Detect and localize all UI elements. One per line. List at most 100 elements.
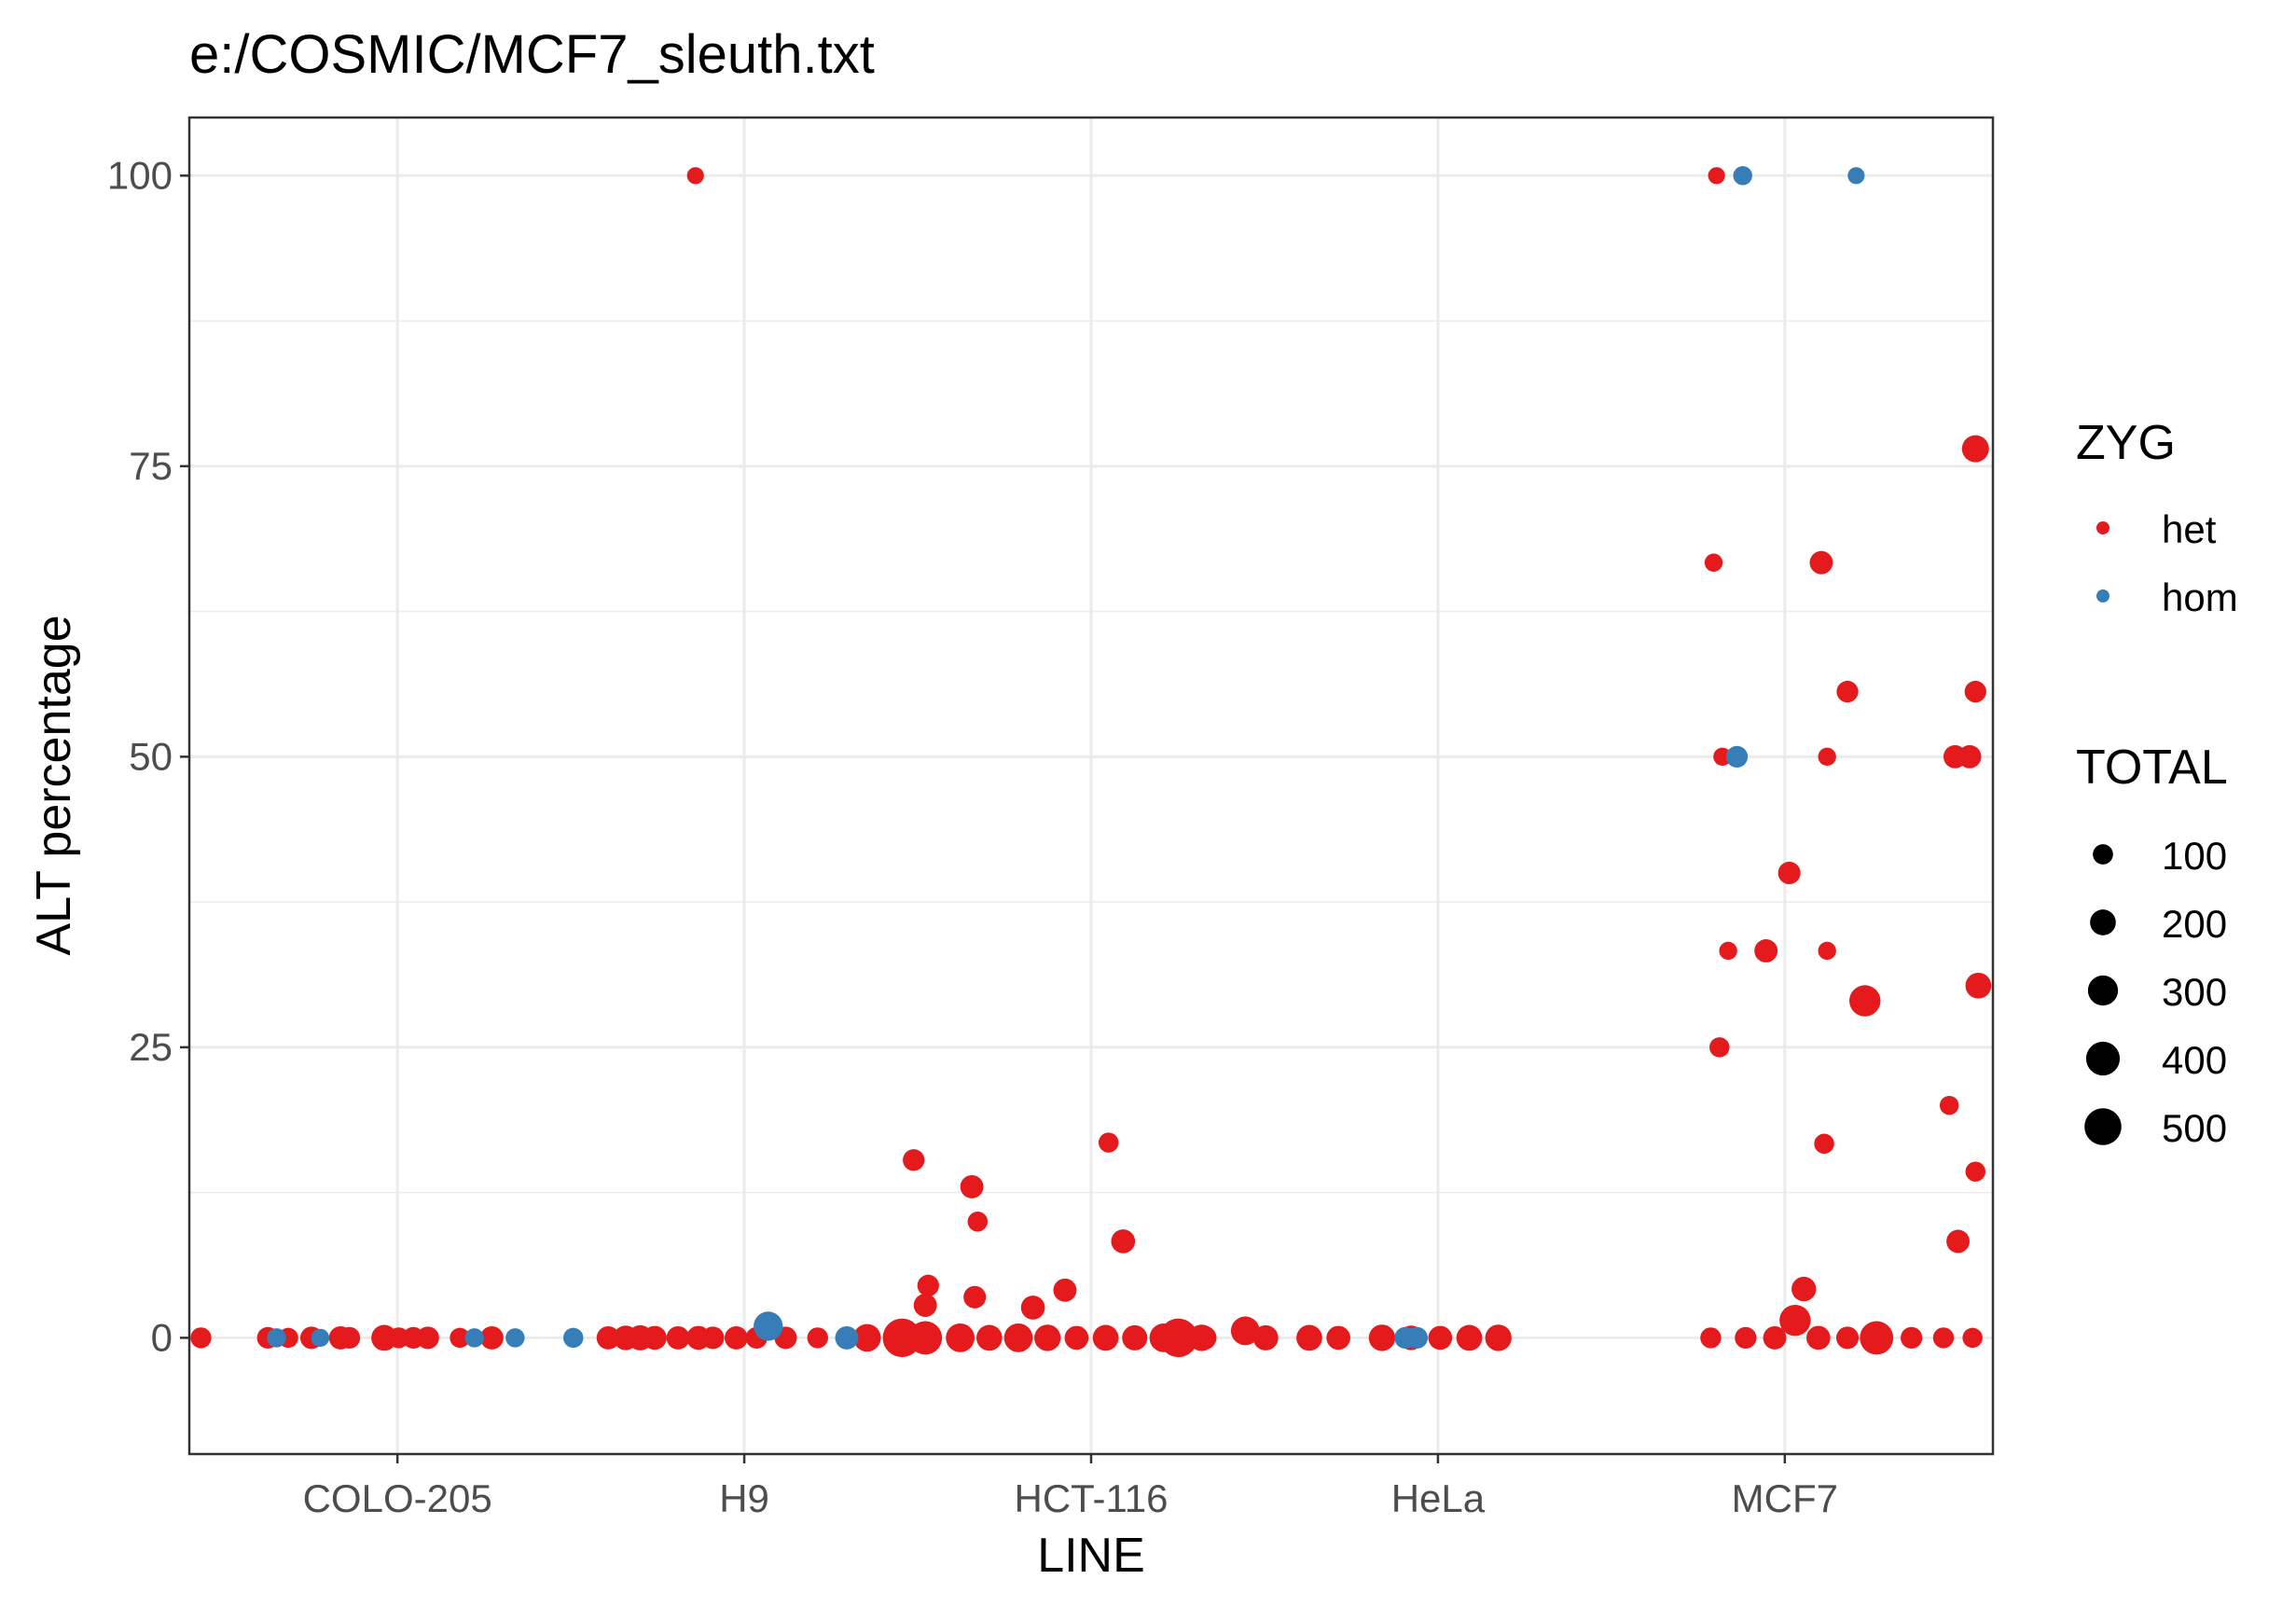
data-point-hom xyxy=(464,1328,484,1348)
data-point-het xyxy=(1368,1324,1396,1351)
data-point-het xyxy=(1946,1229,1971,1254)
data-point-hom xyxy=(505,1328,525,1348)
data-point-het xyxy=(1034,1324,1061,1351)
data-point-het xyxy=(1957,744,1982,769)
data-point-het xyxy=(596,1325,620,1350)
y-tick-label: 25 xyxy=(129,1025,173,1069)
data-point-het xyxy=(388,1327,409,1349)
data-point-het xyxy=(724,1325,748,1350)
data-point-het xyxy=(190,1327,212,1349)
data-point-het xyxy=(1849,985,1881,1017)
data-point-het xyxy=(686,167,704,185)
data-point-het xyxy=(1860,1321,1894,1355)
data-point-het xyxy=(853,1323,881,1352)
legend-color-title: ZYG xyxy=(2076,416,2176,470)
data-point-hom xyxy=(311,1328,330,1348)
data-point-het xyxy=(1003,1323,1033,1352)
data-point-het xyxy=(643,1325,667,1351)
data-point-het xyxy=(967,1212,989,1232)
y-axis-title: ALT percentage xyxy=(27,615,81,955)
points-layer xyxy=(190,166,1992,1358)
data-point-het xyxy=(701,1326,725,1350)
data-point-het xyxy=(903,1149,925,1171)
data-point-het xyxy=(1818,941,1836,961)
data-point-hom xyxy=(754,1311,783,1341)
data-point-het xyxy=(1704,553,1723,572)
data-point-het xyxy=(1763,1325,1787,1350)
data-point-hom xyxy=(1847,167,1865,185)
y-tick-label: 75 xyxy=(129,444,173,488)
x-tick-label: H9 xyxy=(719,1476,769,1520)
data-point-het xyxy=(1901,1326,1923,1350)
x-tick-label: HCT-116 xyxy=(1015,1476,1169,1520)
legend-size-key xyxy=(2093,844,2113,865)
data-point-het xyxy=(1326,1325,1350,1351)
data-point-het xyxy=(1939,1095,1959,1115)
x-tick-label: COLO-205 xyxy=(303,1476,492,1520)
axis-layer: 0 25 50 75 100 COLO-205 H9 HCT-116 HeLa MCF7 xyxy=(107,153,1838,1520)
y-tick-label: 0 xyxy=(151,1315,173,1359)
data-point-het xyxy=(1252,1324,1279,1351)
data-point-het xyxy=(1709,1037,1730,1058)
data-point-het xyxy=(1818,747,1836,767)
data-point-het xyxy=(1456,1324,1483,1351)
data-point-het xyxy=(1791,1276,1817,1302)
data-point-het xyxy=(1485,1324,1512,1351)
data-point-het xyxy=(1122,1324,1148,1351)
x-tick-label: MCF7 xyxy=(1732,1476,1838,1520)
data-point-het xyxy=(908,1321,943,1355)
data-point-het xyxy=(416,1326,439,1350)
legend-color-label: hom xyxy=(2162,575,2238,619)
data-point-het xyxy=(1064,1325,1089,1351)
legend-color-label: het xyxy=(2162,507,2217,551)
data-point-het xyxy=(1111,1229,1136,1254)
data-point-het xyxy=(1806,1325,1831,1351)
legend-size-key xyxy=(2085,1041,2121,1076)
data-point-het xyxy=(479,1325,504,1350)
data-point-hom xyxy=(267,1328,286,1348)
legend-size-label: 100 xyxy=(2162,834,2227,878)
x-axis-title: LINE xyxy=(1037,1529,1145,1583)
data-point-het xyxy=(1965,1161,1986,1182)
data-point-het xyxy=(913,1294,937,1317)
chart-title: e:/COSMIC/MCF7_sleuth.txt xyxy=(189,24,875,85)
data-point-het xyxy=(1777,861,1801,885)
data-point-hom xyxy=(563,1327,584,1349)
data-point-het xyxy=(1092,1324,1119,1351)
data-point-het xyxy=(1700,1327,1722,1349)
data-point-het xyxy=(960,1174,984,1198)
data-point-het xyxy=(1961,435,1989,463)
y-tick-label: 50 xyxy=(129,734,173,778)
legend-color-key xyxy=(2096,589,2109,603)
legend-size-key xyxy=(2084,1108,2122,1145)
legend-size-label: 400 xyxy=(2162,1038,2227,1082)
y-tick-label: 100 xyxy=(107,153,173,197)
legend-size-title: TOTAL xyxy=(2076,741,2228,795)
legend-color-key xyxy=(2096,521,2109,534)
legend-size-key xyxy=(2090,909,2116,935)
data-point-het xyxy=(666,1325,690,1350)
legend-size-label: 300 xyxy=(2162,970,2227,1014)
data-point-het xyxy=(917,1274,939,1296)
data-point-hom xyxy=(835,1325,859,1350)
legend: ZYG TOTAL het hom 100 200 300 400 500 xyxy=(2076,416,2238,1150)
x-tick-label: HeLa xyxy=(1391,1476,1486,1520)
data-point-het xyxy=(1962,1327,1983,1349)
data-point-hom xyxy=(1405,1326,1429,1350)
data-point-het xyxy=(1809,550,1833,575)
data-point-het xyxy=(963,1285,987,1309)
data-point-het xyxy=(1836,680,1859,703)
data-point-het xyxy=(1719,941,1737,961)
data-point-het xyxy=(1835,1326,1860,1350)
data-point-het xyxy=(338,1326,361,1350)
grid-layer xyxy=(189,118,1993,1454)
data-point-het xyxy=(1754,939,1778,963)
legend-size-label: 200 xyxy=(2162,902,2227,946)
data-point-het xyxy=(1932,1327,1955,1349)
data-point-het xyxy=(1735,1326,1757,1350)
data-point-het xyxy=(450,1327,470,1349)
data-point-het xyxy=(1428,1325,1453,1351)
data-point-het xyxy=(1965,972,1992,999)
